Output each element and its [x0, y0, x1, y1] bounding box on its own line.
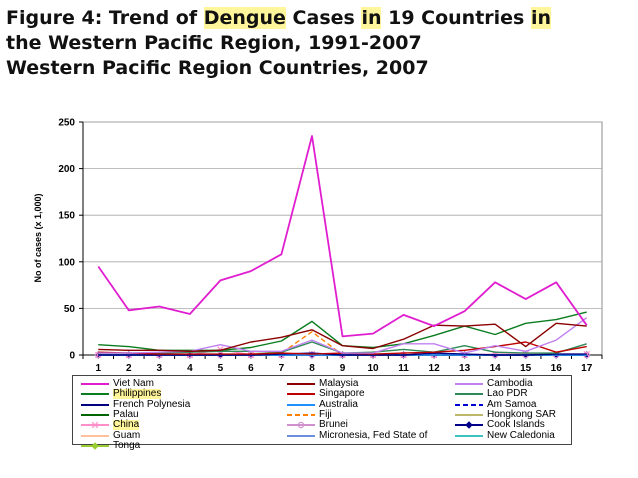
- legend-label: Fiji: [319, 408, 332, 420]
- title-line-1: Figure 4: Trend of Dengue Cases in 19 Co…: [6, 6, 632, 31]
- x-tick-label: 11: [398, 363, 409, 374]
- x-tick-label: 2: [126, 363, 132, 374]
- x-tick-label: 14: [490, 363, 502, 374]
- legend-swatch: [287, 421, 315, 429]
- x-tick-label: 7: [279, 363, 285, 374]
- y-tick-label: 200: [58, 164, 75, 175]
- data-point-marker: [522, 350, 529, 358]
- x-tick-label: 12: [429, 363, 441, 374]
- y-axis-label: No of cases (x 1,000): [33, 193, 43, 282]
- title-line-2: the Western Pacific Region, 1991-2007: [6, 32, 422, 54]
- legend-swatch: [455, 434, 483, 437]
- legend-swatch: [455, 403, 483, 406]
- legend-label: Cambodia: [487, 378, 533, 389]
- legend-swatch: [455, 421, 483, 429]
- legend-label: Tonga: [113, 439, 141, 451]
- x-tick-label: 15: [520, 363, 532, 374]
- series-line: [97, 135, 588, 338]
- y-tick-label: 250: [58, 118, 75, 129]
- legend-label: Viet Nam: [113, 378, 154, 389]
- title-text-2: Cases: [285, 7, 362, 29]
- plot-area: [82, 121, 603, 356]
- x-tick-label: 9: [340, 363, 346, 374]
- x-tick-label: 5: [218, 363, 224, 374]
- legend-label: French Polynesia: [113, 398, 191, 410]
- legend-swatch: [455, 383, 483, 385]
- title-highlight-dengue: Dengue: [203, 7, 286, 29]
- title-highlight-in-1: in: [361, 7, 382, 29]
- legend-swatch: [455, 413, 483, 416]
- series-line: [98, 352, 587, 356]
- legend-swatch: [81, 383, 109, 385]
- legend-label: New Caledonia: [487, 429, 555, 441]
- legend-swatch: [287, 403, 315, 406]
- series-malaysia: [98, 322, 587, 352]
- legend-label: Hongkong SAR: [487, 408, 556, 420]
- legend-swatch: [455, 393, 483, 396]
- legend-swatch: [81, 403, 109, 406]
- legend-label: Cook Islands: [487, 419, 545, 431]
- x-tick-label: 8: [309, 363, 315, 374]
- legend-swatch: [287, 393, 315, 396]
- legend-swatch-marker: [91, 442, 99, 450]
- series-line: [98, 322, 587, 352]
- legend-swatch: [81, 393, 109, 396]
- x-tick-label: 13: [459, 363, 471, 374]
- legend-label: Micronesia, Fed State of: [319, 429, 428, 441]
- x-tick-label: 3: [157, 363, 163, 374]
- chart-title: Figure 4: Trend of Dengue Cases in 19 Co…: [6, 6, 632, 81]
- legend-label: Brunei: [319, 419, 348, 431]
- legend-label: Palau: [113, 408, 139, 420]
- legend-swatch: [287, 413, 315, 416]
- plot-frame: [82, 121, 603, 356]
- legend-label: Singapore: [319, 388, 365, 400]
- legend-label: Malaysia: [319, 378, 359, 389]
- legend-swatch: [81, 442, 109, 450]
- x-tick-label: 1: [95, 363, 101, 374]
- y-tick-label: 50: [64, 304, 76, 315]
- x-tick-label: 16: [551, 363, 563, 374]
- x-tick-label: 4: [187, 363, 193, 374]
- legend-swatch: [81, 421, 109, 429]
- title-text-1: Figure 4: Trend of: [6, 7, 204, 29]
- legend-label: China: [113, 419, 140, 431]
- legend-swatch: [287, 434, 315, 437]
- series-viet-nam: [97, 135, 588, 338]
- title-line-3: Western Pacific Region Countries, 2007: [6, 57, 429, 79]
- chart-legend: Viet Nam Malaysia Cambodia Philippines Singa…: [72, 375, 572, 450]
- series-french-polynesia: [98, 352, 587, 356]
- y-tick-label: 100: [58, 257, 75, 268]
- legend-swatch-marker: [465, 421, 473, 429]
- x-tick-label: 17: [581, 363, 593, 374]
- legend-label: Australia: [319, 398, 358, 410]
- legend-swatch: [81, 434, 109, 437]
- legend-label: Philippines: [113, 388, 162, 400]
- y-tick-label: 0: [69, 351, 75, 362]
- legend-label: Am Samoa: [487, 398, 537, 410]
- title-text-3: 19 Countries: [381, 7, 531, 29]
- series-lines: [94, 135, 591, 359]
- legend-swatch-marker: [91, 421, 99, 429]
- y-tick-label: 150: [58, 211, 75, 222]
- x-tick-label: 6: [248, 363, 254, 374]
- x-tick-label: 10: [367, 363, 379, 374]
- legend-label: Lao PDR: [487, 388, 528, 400]
- legend-swatch-marker: [297, 421, 305, 429]
- legend-label: Guam: [113, 429, 141, 441]
- legend-swatch: [81, 413, 109, 416]
- title-highlight-in-2: in: [530, 7, 552, 29]
- data-point-marker: [583, 350, 590, 358]
- legend-swatch: [287, 383, 315, 385]
